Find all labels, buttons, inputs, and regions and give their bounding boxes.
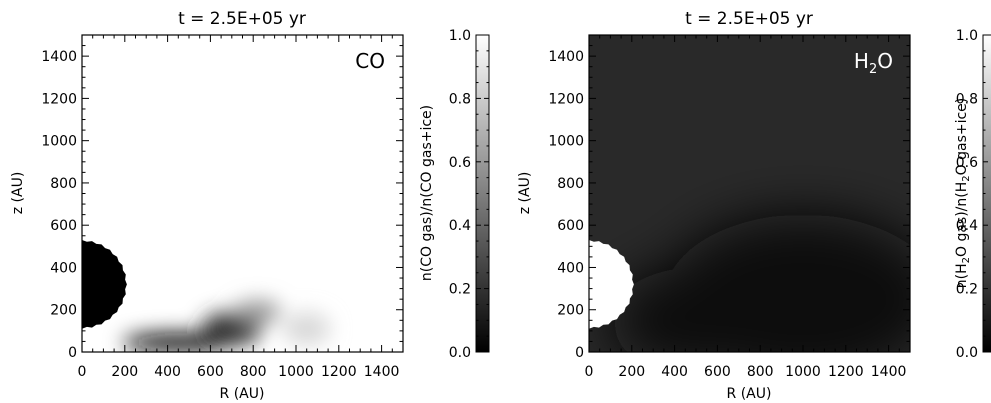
heatmap-feature [610, 267, 782, 352]
y-tick-label: 800 [50, 176, 77, 192]
heatmap-features [610, 214, 910, 352]
x-axis-label: R (AU) [220, 386, 265, 402]
colorbar-ticks: 0.0 0.2 0.4 0.6 0.8 1.0 [449, 28, 489, 361]
y-axis-label: z (AU) [517, 172, 533, 215]
heatmap-features [122, 300, 331, 352]
y-tick-label: 1000 [548, 134, 584, 150]
colorbar-tick-label: 0.2 [449, 282, 471, 298]
heatmap-feature [122, 332, 234, 352]
heatmap-feature [283, 311, 331, 346]
y-tick-label: 1400 [548, 49, 584, 65]
colorbar-tick-label: 0.8 [956, 91, 978, 107]
cb-label-sub: 2 [961, 257, 972, 263]
inner-region [589, 239, 634, 329]
x-tick-label: 1200 [828, 364, 864, 380]
x-tick-label: 600 [704, 364, 731, 380]
colorbar-tick-label: 0.8 [449, 91, 471, 107]
colorbar-ticks: 0.0 0.2 0.4 0.6 0.8 1.0 [956, 28, 988, 361]
x-tick-label: 800 [747, 364, 774, 380]
panel-title: t = 2.5E+05 yr [178, 9, 306, 29]
colorbar-tick-label: 0.6 [449, 155, 471, 171]
x-tick-label: 200 [618, 364, 645, 380]
colorbar-tick-label: 0.6 [956, 155, 978, 171]
species-base: H [854, 49, 869, 73]
inner-region [82, 239, 127, 329]
y-tick-label: 200 [50, 303, 77, 319]
panel-co: t = 2.5E+05 yr 0 200 400 600 800 1000 1200 1400… [10, 9, 490, 402]
x-tick-label: 1400 [364, 364, 400, 380]
colorbar-tick-label: 0.2 [956, 282, 978, 298]
heatmap-feature [233, 300, 282, 324]
y-tick-label: 1200 [41, 91, 77, 107]
heatmap-area [589, 35, 910, 352]
y-axis-label: z (AU) [10, 172, 26, 215]
species-sub: 2 [869, 62, 877, 77]
colorbar-label: n(H2O gas)/n(H2O gas+ice) [954, 98, 972, 289]
x-tick-label: 600 [197, 364, 224, 380]
x-tick-label: 400 [661, 364, 688, 380]
colorbar-tick-label: 0.0 [956, 345, 978, 361]
x-tick-label: 1200 [321, 364, 357, 380]
panel-title: t = 2.5E+05 yr [685, 9, 813, 29]
x-tick-label: 0 [585, 364, 594, 380]
y-tick-label: 1400 [41, 49, 77, 65]
colorbar-tick-label: 0.4 [956, 218, 978, 234]
axis-ticks: 0 200 400 600 800 1000 1200 1400 0 200 400 600 800 10… [548, 34, 911, 380]
species-label: H2O [854, 49, 893, 77]
y-tick-label: 800 [557, 176, 584, 192]
y-tick-label: 600 [50, 218, 77, 234]
panel-h2o: t = 2.5E+05 yr 0 200 400 600 800 1000 1200 1400… [517, 9, 991, 402]
heatmap-area [82, 35, 403, 352]
y-tick-label: 0 [68, 345, 77, 361]
cb-label-sub2: 2 [961, 175, 972, 181]
colorbar-label: n(CO gas)/n(CO gas+ice) [419, 105, 435, 281]
y-tick-label: 400 [557, 260, 584, 276]
cb-label-post: O gas+ice) [954, 98, 970, 176]
y-tick-label: 1000 [41, 134, 77, 150]
heatmap-background [82, 35, 403, 352]
y-tick-label: 600 [557, 218, 584, 234]
species-label: CO [355, 49, 385, 73]
y-tick-label: 1200 [548, 91, 584, 107]
x-tick-label: 400 [154, 364, 181, 380]
x-tick-label: 1000 [785, 364, 821, 380]
x-tick-label: 200 [111, 364, 138, 380]
x-tick-label: 0 [78, 364, 87, 380]
y-tick-label: 200 [557, 303, 584, 319]
x-axis-label: R (AU) [727, 386, 772, 402]
colorbar-tick-label: 0.0 [449, 345, 471, 361]
colorbar-tick-label: 1.0 [956, 28, 978, 44]
y-tick-label: 400 [50, 260, 77, 276]
colorbar-tick-label: 1.0 [449, 28, 471, 44]
cb-label-pre: n(H [954, 263, 970, 288]
species-tail: O [877, 49, 893, 73]
colorbar-tick-label: 0.4 [449, 218, 471, 234]
y-tick-label: 0 [575, 345, 584, 361]
x-tick-label: 1400 [871, 364, 907, 380]
x-tick-label: 800 [240, 364, 267, 380]
axis-ticks: 0 200 400 600 800 1000 1200 1400 0 200 400 600 800 10… [41, 34, 404, 380]
x-tick-label: 1000 [278, 364, 314, 380]
cb-label-mid: O gas)/n(H [954, 182, 970, 257]
